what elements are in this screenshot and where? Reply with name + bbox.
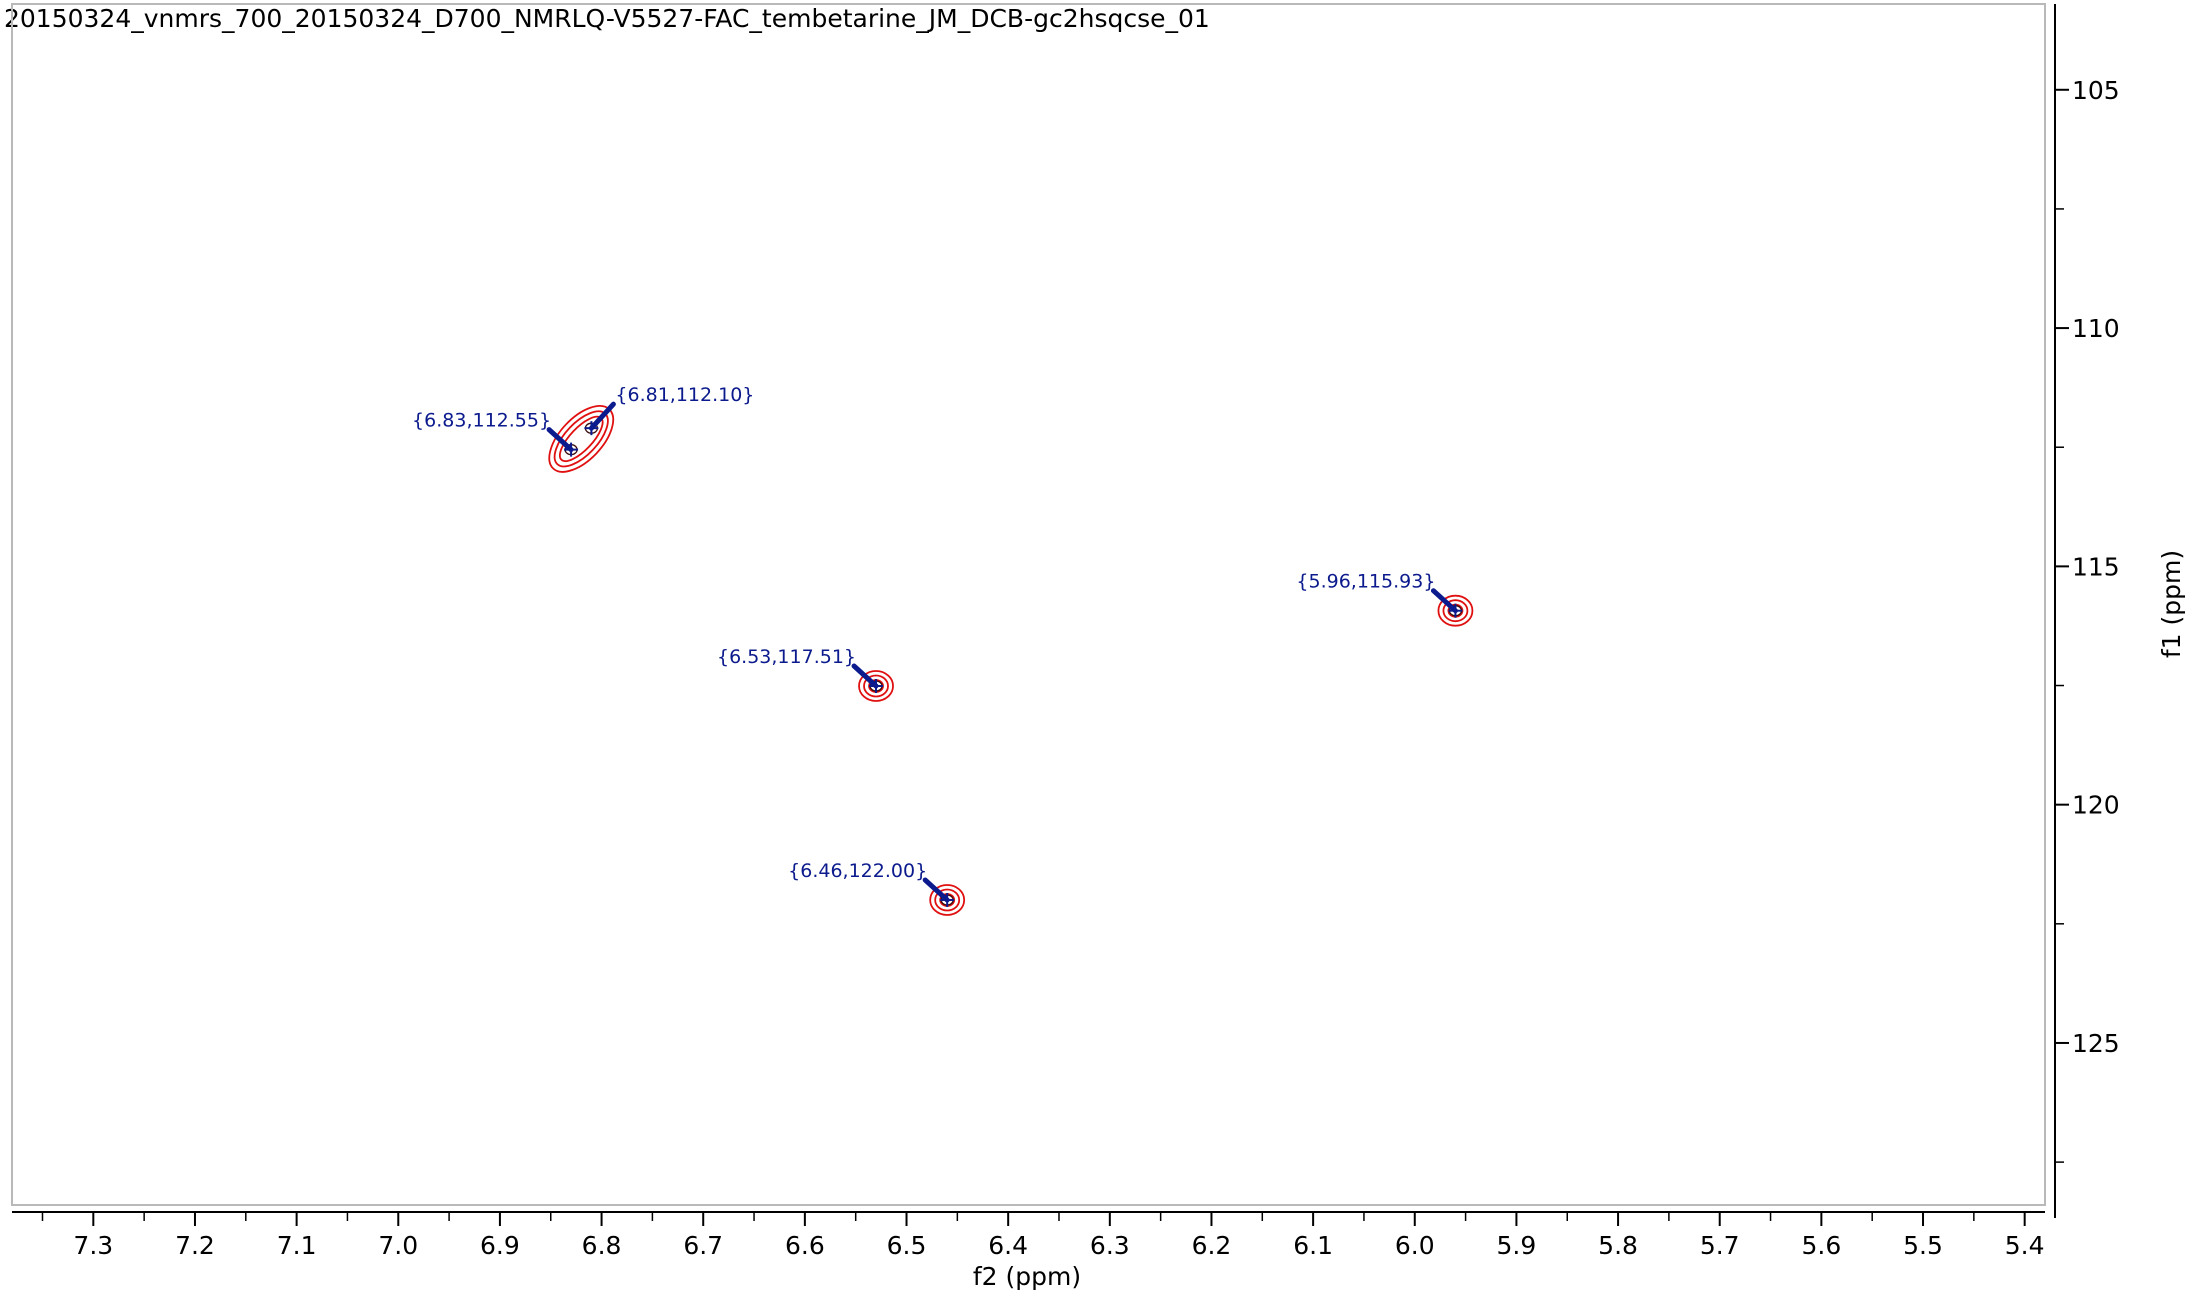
y-tick-label: 115 bbox=[2072, 552, 2120, 581]
x-axis-label: f2 (ppm) bbox=[973, 1262, 1081, 1291]
y-tick-label: 120 bbox=[2072, 791, 2120, 820]
x-tick-label: 5.5 bbox=[1903, 1231, 1943, 1260]
y-tick-label: 105 bbox=[2072, 76, 2120, 105]
contour-ring bbox=[858, 670, 894, 702]
x-tick-label: 7.0 bbox=[378, 1231, 418, 1260]
x-tick-label: 5.6 bbox=[1801, 1231, 1841, 1260]
x-tick-label: 7.3 bbox=[73, 1231, 113, 1260]
peak-label: {6.46,122.00} bbox=[788, 860, 927, 882]
peak-leader-line bbox=[851, 663, 879, 689]
peak-annotation-layer: {6.83,112.55} {6.81,112.10} {6.53,117.51} {… bbox=[412, 384, 1463, 907]
x-tick-label: 7.1 bbox=[277, 1231, 317, 1260]
x-tick-label: 6.0 bbox=[1395, 1231, 1435, 1260]
x-tick-label: 5.9 bbox=[1497, 1231, 1537, 1260]
peak-leader-line bbox=[1430, 588, 1458, 614]
contour-ring bbox=[934, 888, 961, 912]
peak-4: {6.46,122.00} bbox=[788, 860, 955, 907]
y-tick-label: 125 bbox=[2072, 1029, 2120, 1058]
x-tick-label: 6.8 bbox=[582, 1231, 622, 1260]
contour-ring bbox=[929, 884, 966, 916]
spectrum-title: 20150324_vnmrs_700_20150324_D700_NMRLQ-V… bbox=[4, 4, 1210, 33]
peak-label: {5.96,115.93} bbox=[1296, 571, 1435, 593]
peak-label: {6.53,117.51} bbox=[717, 646, 856, 668]
x-tick-label: 6.4 bbox=[988, 1231, 1028, 1260]
x-tick-label: 6.9 bbox=[480, 1231, 520, 1260]
x-tick-label: 6.3 bbox=[1090, 1231, 1130, 1260]
x-axis: 7.3 7.2 7.1 7.0 6.9 6.8 6.7 6.6 6.5 6.4 6.3 6.2 6.1 6… bbox=[12, 1211, 2045, 1260]
peak-label: {6.81,112.10} bbox=[615, 384, 754, 406]
y-axis: 105 110 115 120 125 bbox=[2054, 4, 2120, 1218]
peak-leader-line bbox=[922, 877, 950, 903]
x-tick-label: 6.5 bbox=[887, 1231, 927, 1260]
contour-ring bbox=[863, 674, 889, 698]
peak-5: {5.96,115.93} bbox=[1296, 571, 1463, 618]
peak-label: {6.83,112.55} bbox=[412, 410, 551, 432]
y-tick-label: 110 bbox=[2072, 314, 2120, 343]
x-tick-label: 5.8 bbox=[1598, 1231, 1638, 1260]
x-tick-label: 7.2 bbox=[175, 1231, 215, 1260]
x-tick-label: 6.7 bbox=[683, 1231, 723, 1260]
x-tick-label: 5.7 bbox=[1700, 1231, 1740, 1260]
contour-layer bbox=[548, 405, 1474, 916]
peak-leader-line bbox=[546, 427, 574, 453]
peak-3: {6.53,117.51} bbox=[717, 646, 884, 693]
plot-frame bbox=[11, 3, 2046, 1206]
y-axis-label: f1 (ppm) bbox=[2157, 550, 2186, 658]
contour-ring bbox=[1437, 594, 1474, 627]
contour-ring bbox=[1442, 599, 1469, 623]
x-tick-label: 6.6 bbox=[785, 1231, 825, 1260]
x-tick-label: 6.2 bbox=[1192, 1231, 1232, 1260]
x-tick-label: 5.4 bbox=[2005, 1231, 2045, 1260]
x-tick-label: 6.1 bbox=[1293, 1231, 1333, 1260]
peak-leader-line bbox=[588, 401, 616, 431]
peak-2: {6.81,112.10} bbox=[584, 384, 754, 436]
peak-1: {6.83,112.55} bbox=[412, 410, 579, 457]
